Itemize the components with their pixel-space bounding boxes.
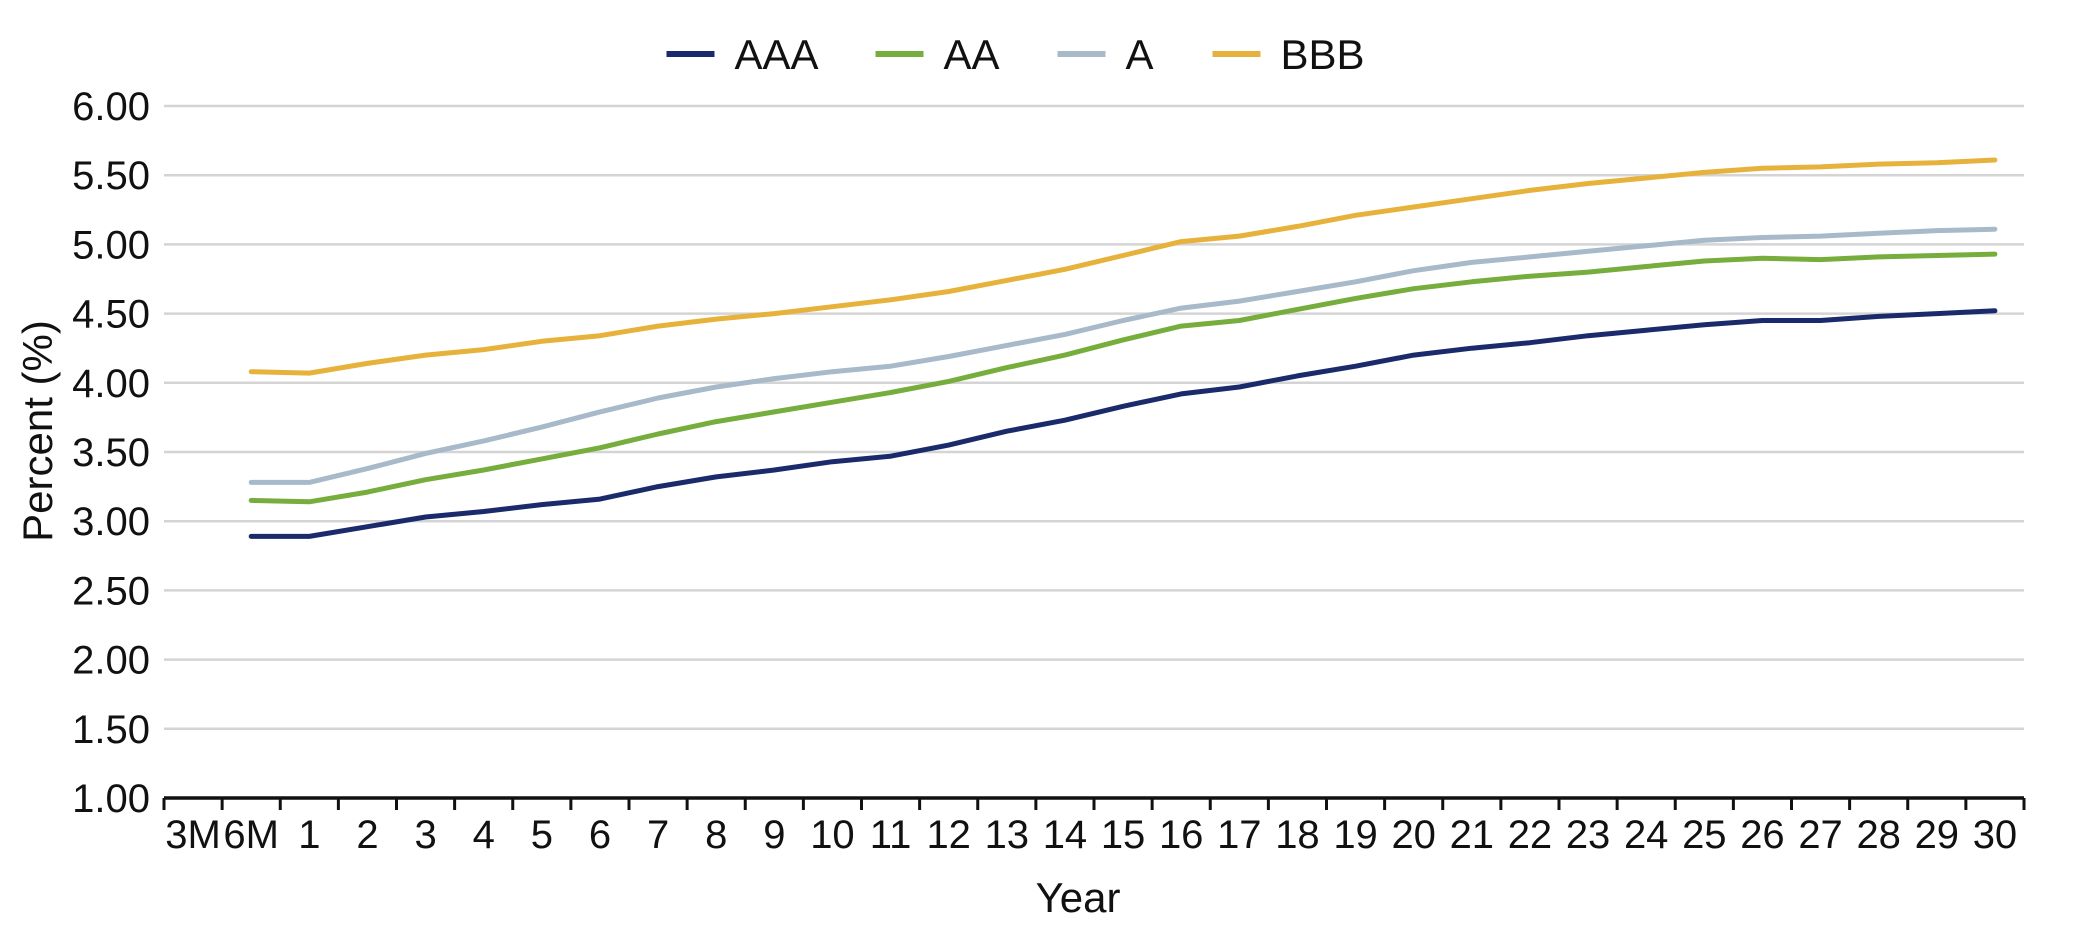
x-tick-label: 6 xyxy=(589,813,611,857)
y-axis-title: Percent (%) xyxy=(14,320,61,542)
x-tick-label: 9 xyxy=(763,813,785,857)
legend-label: BBB xyxy=(1281,31,1365,78)
y-tick-label: 3.50 xyxy=(72,431,150,475)
y-tick-label: 4.50 xyxy=(72,293,150,337)
series-line-aa xyxy=(248,251,1998,505)
legend-item-aa: AA xyxy=(875,31,1000,78)
y-tick-label: 1.50 xyxy=(72,708,150,752)
x-tick-label: 20 xyxy=(1391,813,1436,857)
x-tick-label: 7 xyxy=(647,813,669,857)
x-tick-label: 8 xyxy=(705,813,727,857)
x-tick-label: 22 xyxy=(1508,813,1553,857)
x-tick-label: 17 xyxy=(1217,813,1262,857)
y-tick-label: 2.50 xyxy=(72,569,150,613)
x-tick-label: 30 xyxy=(1973,813,2018,857)
series-line-aaa xyxy=(248,308,1998,539)
x-tick-label: 16 xyxy=(1159,813,1204,857)
x-tick-label: 2 xyxy=(356,813,378,857)
x-tick-label: 18 xyxy=(1275,813,1320,857)
x-tick-label: 3 xyxy=(414,813,436,857)
x-tick-label: 12 xyxy=(926,813,971,857)
x-tick-label: 21 xyxy=(1450,813,1495,857)
x-tick-label: 6M xyxy=(223,813,279,857)
legend-item-bbb: BBB xyxy=(1212,31,1365,78)
x-tick-label: 5 xyxy=(531,813,553,857)
legend: AAA AA A BBB xyxy=(666,31,1365,78)
y-tick-label: 4.00 xyxy=(72,362,150,406)
y-tick-label: 5.50 xyxy=(72,154,150,198)
legend-label: AA xyxy=(944,31,1000,78)
x-tick-label: 26 xyxy=(1740,813,1785,857)
x-tick-label: 27 xyxy=(1798,813,1843,857)
x-tick-label: 13 xyxy=(985,813,1030,857)
x-tick-label: 14 xyxy=(1043,813,1088,857)
x-axis-title: Year xyxy=(1036,874,1121,921)
legend-item-a: A xyxy=(1057,31,1154,78)
series-line-bbb xyxy=(248,157,1998,376)
x-tick-label: 29 xyxy=(1915,813,1960,857)
legend-label: A xyxy=(1126,31,1154,78)
y-tick-label: 5.00 xyxy=(72,223,150,267)
gridlines xyxy=(164,104,2024,731)
x-tick-label: 19 xyxy=(1333,813,1378,857)
series-line-a xyxy=(248,226,1998,485)
x-tick-label: 24 xyxy=(1624,813,1669,857)
y-tick-label: 6.00 xyxy=(72,85,150,129)
y-tick-label: 3.00 xyxy=(72,500,150,544)
x-tick-label: 1 xyxy=(298,813,320,857)
x-tick-label: 11 xyxy=(870,813,912,857)
x-tick-label: 25 xyxy=(1682,813,1727,857)
series-lines xyxy=(248,157,1998,539)
legend-item-aaa: AAA xyxy=(666,31,819,78)
x-tick-label: 4 xyxy=(473,813,495,857)
y-tick-label: 2.00 xyxy=(72,639,150,683)
x-tick-label: 23 xyxy=(1566,813,1611,857)
x-tick-label: 15 xyxy=(1101,813,1146,857)
x-tick-label: 28 xyxy=(1856,813,1901,857)
x-tick-label: 3M xyxy=(165,813,221,857)
legend-label: AAA xyxy=(735,31,819,78)
axes: 1.00 1.50 2.00 2.50 3.00 3.50 4.00 4.50 5.00 5.50… xyxy=(72,85,2026,857)
x-tick-label: 10 xyxy=(810,813,855,857)
y-tick-label: 1.00 xyxy=(72,777,150,821)
